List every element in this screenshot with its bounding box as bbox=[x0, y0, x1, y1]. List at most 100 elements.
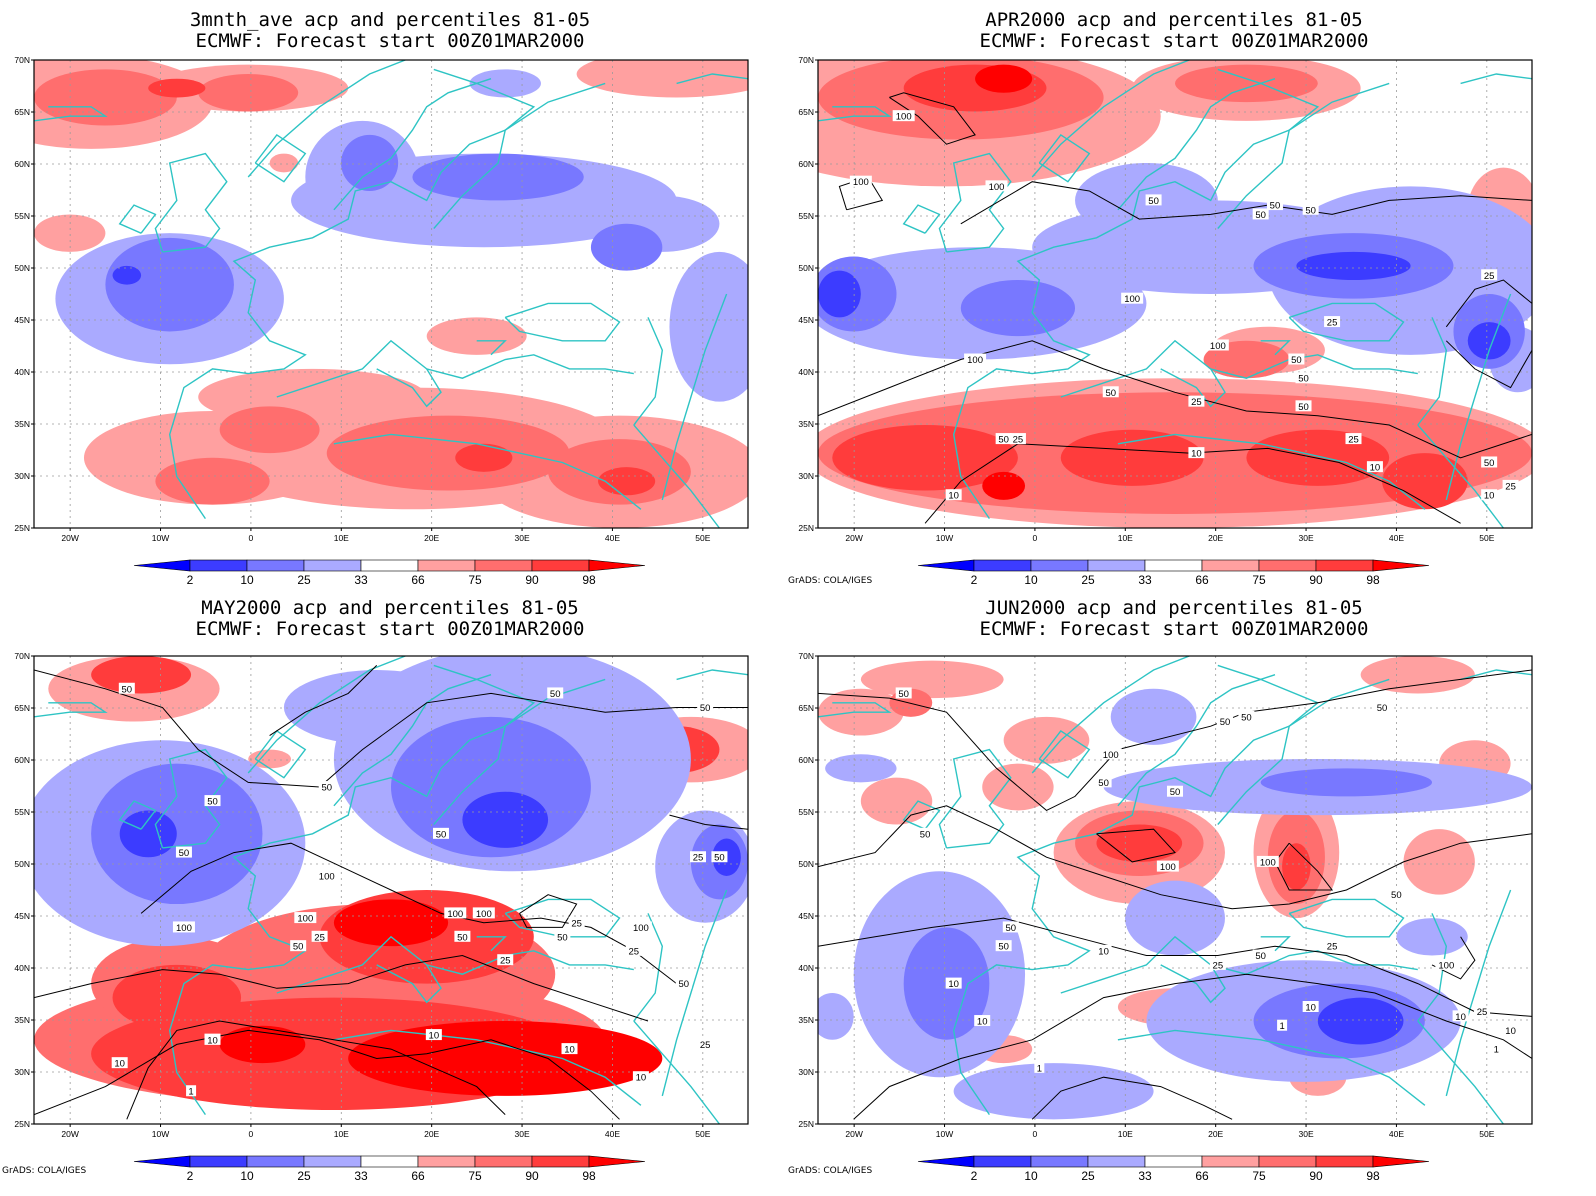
contour-label: 50 bbox=[179, 848, 190, 859]
contour-label: 10 bbox=[564, 1045, 575, 1056]
colorbar-segment bbox=[189, 1155, 248, 1168]
percentile-shading-b3 bbox=[818, 270, 861, 318]
colorbar-segment bbox=[1201, 1155, 1260, 1168]
lon-tick-label: 10E bbox=[334, 1129, 349, 1139]
contour-label-bg bbox=[204, 1033, 221, 1045]
lat-tick-label: 25N bbox=[798, 1119, 814, 1129]
lon-tick-label: 20W bbox=[61, 533, 78, 543]
lon-tick-label: 20E bbox=[1208, 533, 1223, 543]
percentile-shading-r4 bbox=[975, 64, 1033, 93]
contour-label: 100 bbox=[1438, 960, 1454, 971]
percentile-shading-r3 bbox=[148, 78, 206, 98]
contour-labels: 100 100 100 50 50 50 50 100 25 25 100 100 50 50 50 25 50… bbox=[849, 110, 1519, 502]
contour-label-bg bbox=[547, 687, 564, 699]
percentile-shading-r2 bbox=[198, 74, 299, 112]
colorbar-segment bbox=[531, 1155, 590, 1168]
percentile-shading-b1 bbox=[1125, 880, 1225, 956]
title-line-1: APR2000 acp and percentiles 81-05 bbox=[985, 9, 1363, 31]
contour-label: 10 bbox=[1505, 1026, 1516, 1037]
contour-label-bg bbox=[1252, 949, 1269, 961]
lat-tick-label: 65N bbox=[798, 703, 814, 713]
contour-label: 100 bbox=[1210, 341, 1226, 352]
colorbar-label: 33 bbox=[1138, 573, 1152, 587]
percentile-shading-b2 bbox=[960, 279, 1076, 337]
contour-label-bg bbox=[1002, 921, 1019, 933]
lat-tick-label: 55N bbox=[14, 807, 30, 817]
contour-label: 100 bbox=[633, 923, 649, 934]
lat-tick-label: 50N bbox=[798, 263, 814, 273]
title-line-1: MAY2000 acp and percentiles 81-05 bbox=[201, 597, 579, 619]
contour-label-bg bbox=[1295, 372, 1312, 384]
colorbar-segment bbox=[1087, 1155, 1146, 1168]
colorbar-low-arrow bbox=[133, 559, 191, 572]
contour-label: 25 bbox=[693, 853, 704, 864]
contour-label: 50 bbox=[898, 689, 909, 700]
colorbar-label: 66 bbox=[411, 1169, 425, 1183]
lon-tick-label: 40E bbox=[1389, 1129, 1404, 1139]
colorbar-label: 25 bbox=[297, 573, 311, 587]
colorbar-segment bbox=[417, 559, 476, 572]
coastlines bbox=[818, 60, 1532, 528]
percentile-shading-r1 bbox=[860, 777, 933, 825]
percentile-shading-r1 bbox=[34, 214, 106, 252]
colorbar-segment bbox=[474, 559, 533, 572]
contour-label: 10 bbox=[1098, 946, 1109, 957]
colorbar-segment bbox=[246, 559, 305, 572]
percentile-shading-b1 bbox=[283, 670, 470, 745]
lat-tick-label: 55N bbox=[14, 211, 30, 221]
contour-label-bg bbox=[964, 353, 987, 365]
contour-label-bg bbox=[974, 1015, 991, 1027]
lat-tick-label: 70N bbox=[14, 55, 30, 65]
contour-label-bg bbox=[1095, 776, 1112, 788]
contour-label-bg bbox=[1216, 715, 1233, 727]
lon-tick-label: 40E bbox=[605, 533, 620, 543]
contour-label: 10 bbox=[948, 979, 959, 990]
contour-label: 10 bbox=[948, 491, 959, 502]
contour-label-bg bbox=[568, 916, 585, 928]
contour-label: 50 bbox=[557, 932, 568, 943]
contour-label: 50 bbox=[1291, 355, 1302, 366]
percentile-shading-b1 bbox=[1396, 918, 1468, 956]
contour-label: 50 bbox=[207, 797, 218, 808]
colorbar-label: 2 bbox=[187, 1169, 194, 1183]
contour-label-bg bbox=[892, 110, 915, 122]
colorbar-segment bbox=[1144, 1155, 1203, 1168]
plot-frame bbox=[817, 655, 1533, 1125]
contour-label-bg bbox=[1277, 1019, 1288, 1031]
colorbar-label: 66 bbox=[1195, 573, 1209, 587]
contour-label: 50 bbox=[998, 435, 1009, 446]
panel-title: MAY2000 acp and percentiles 81-05 ECMWF:… bbox=[0, 598, 780, 640]
colorbar-label: 90 bbox=[525, 1169, 539, 1183]
percentile-shading-b1 bbox=[825, 754, 897, 783]
lon-tick-label: 10E bbox=[1118, 1129, 1133, 1139]
lat-tick-label: 70N bbox=[14, 651, 30, 661]
contour-label: 25 bbox=[1348, 435, 1359, 446]
lon-tick-label: 10E bbox=[1118, 533, 1133, 543]
percentile-shading-b3 bbox=[462, 791, 549, 848]
colorbar-label: 75 bbox=[468, 1169, 482, 1183]
lat-tick-label: 40N bbox=[798, 367, 814, 377]
lat-tick-label: 60N bbox=[14, 159, 30, 169]
percentile-shading-r3 bbox=[1282, 843, 1311, 890]
lat-tick-label: 65N bbox=[14, 703, 30, 713]
lat-tick-label: 30N bbox=[798, 471, 814, 481]
lat-tick-label: 40N bbox=[14, 367, 30, 377]
contour-label: 25 bbox=[1191, 397, 1202, 408]
colorbar-segment bbox=[189, 559, 248, 572]
contour-label-bg bbox=[697, 1038, 714, 1050]
contour-label-bg bbox=[1206, 339, 1229, 351]
contour-label-bg bbox=[318, 781, 335, 793]
percentile-shading-b1 bbox=[1110, 688, 1197, 745]
title-line-1: 3mnth_ave acp and percentiles 81-05 bbox=[189, 9, 591, 31]
plot-frame bbox=[817, 59, 1533, 529]
percentile-shading-r3 bbox=[598, 467, 656, 496]
contour-label-bg bbox=[1095, 944, 1112, 956]
contour-label: 50 bbox=[293, 942, 304, 953]
contour-label: 50 bbox=[1484, 458, 1495, 469]
lat-tick-label: 40N bbox=[14, 963, 30, 973]
colorbar-label: 25 bbox=[1081, 573, 1095, 587]
contour-label: 25 bbox=[1013, 435, 1024, 446]
contour-label-bg bbox=[995, 940, 1012, 952]
lon-tick-label: 0 bbox=[1033, 533, 1038, 543]
percentile-shading-r1 bbox=[269, 153, 299, 173]
